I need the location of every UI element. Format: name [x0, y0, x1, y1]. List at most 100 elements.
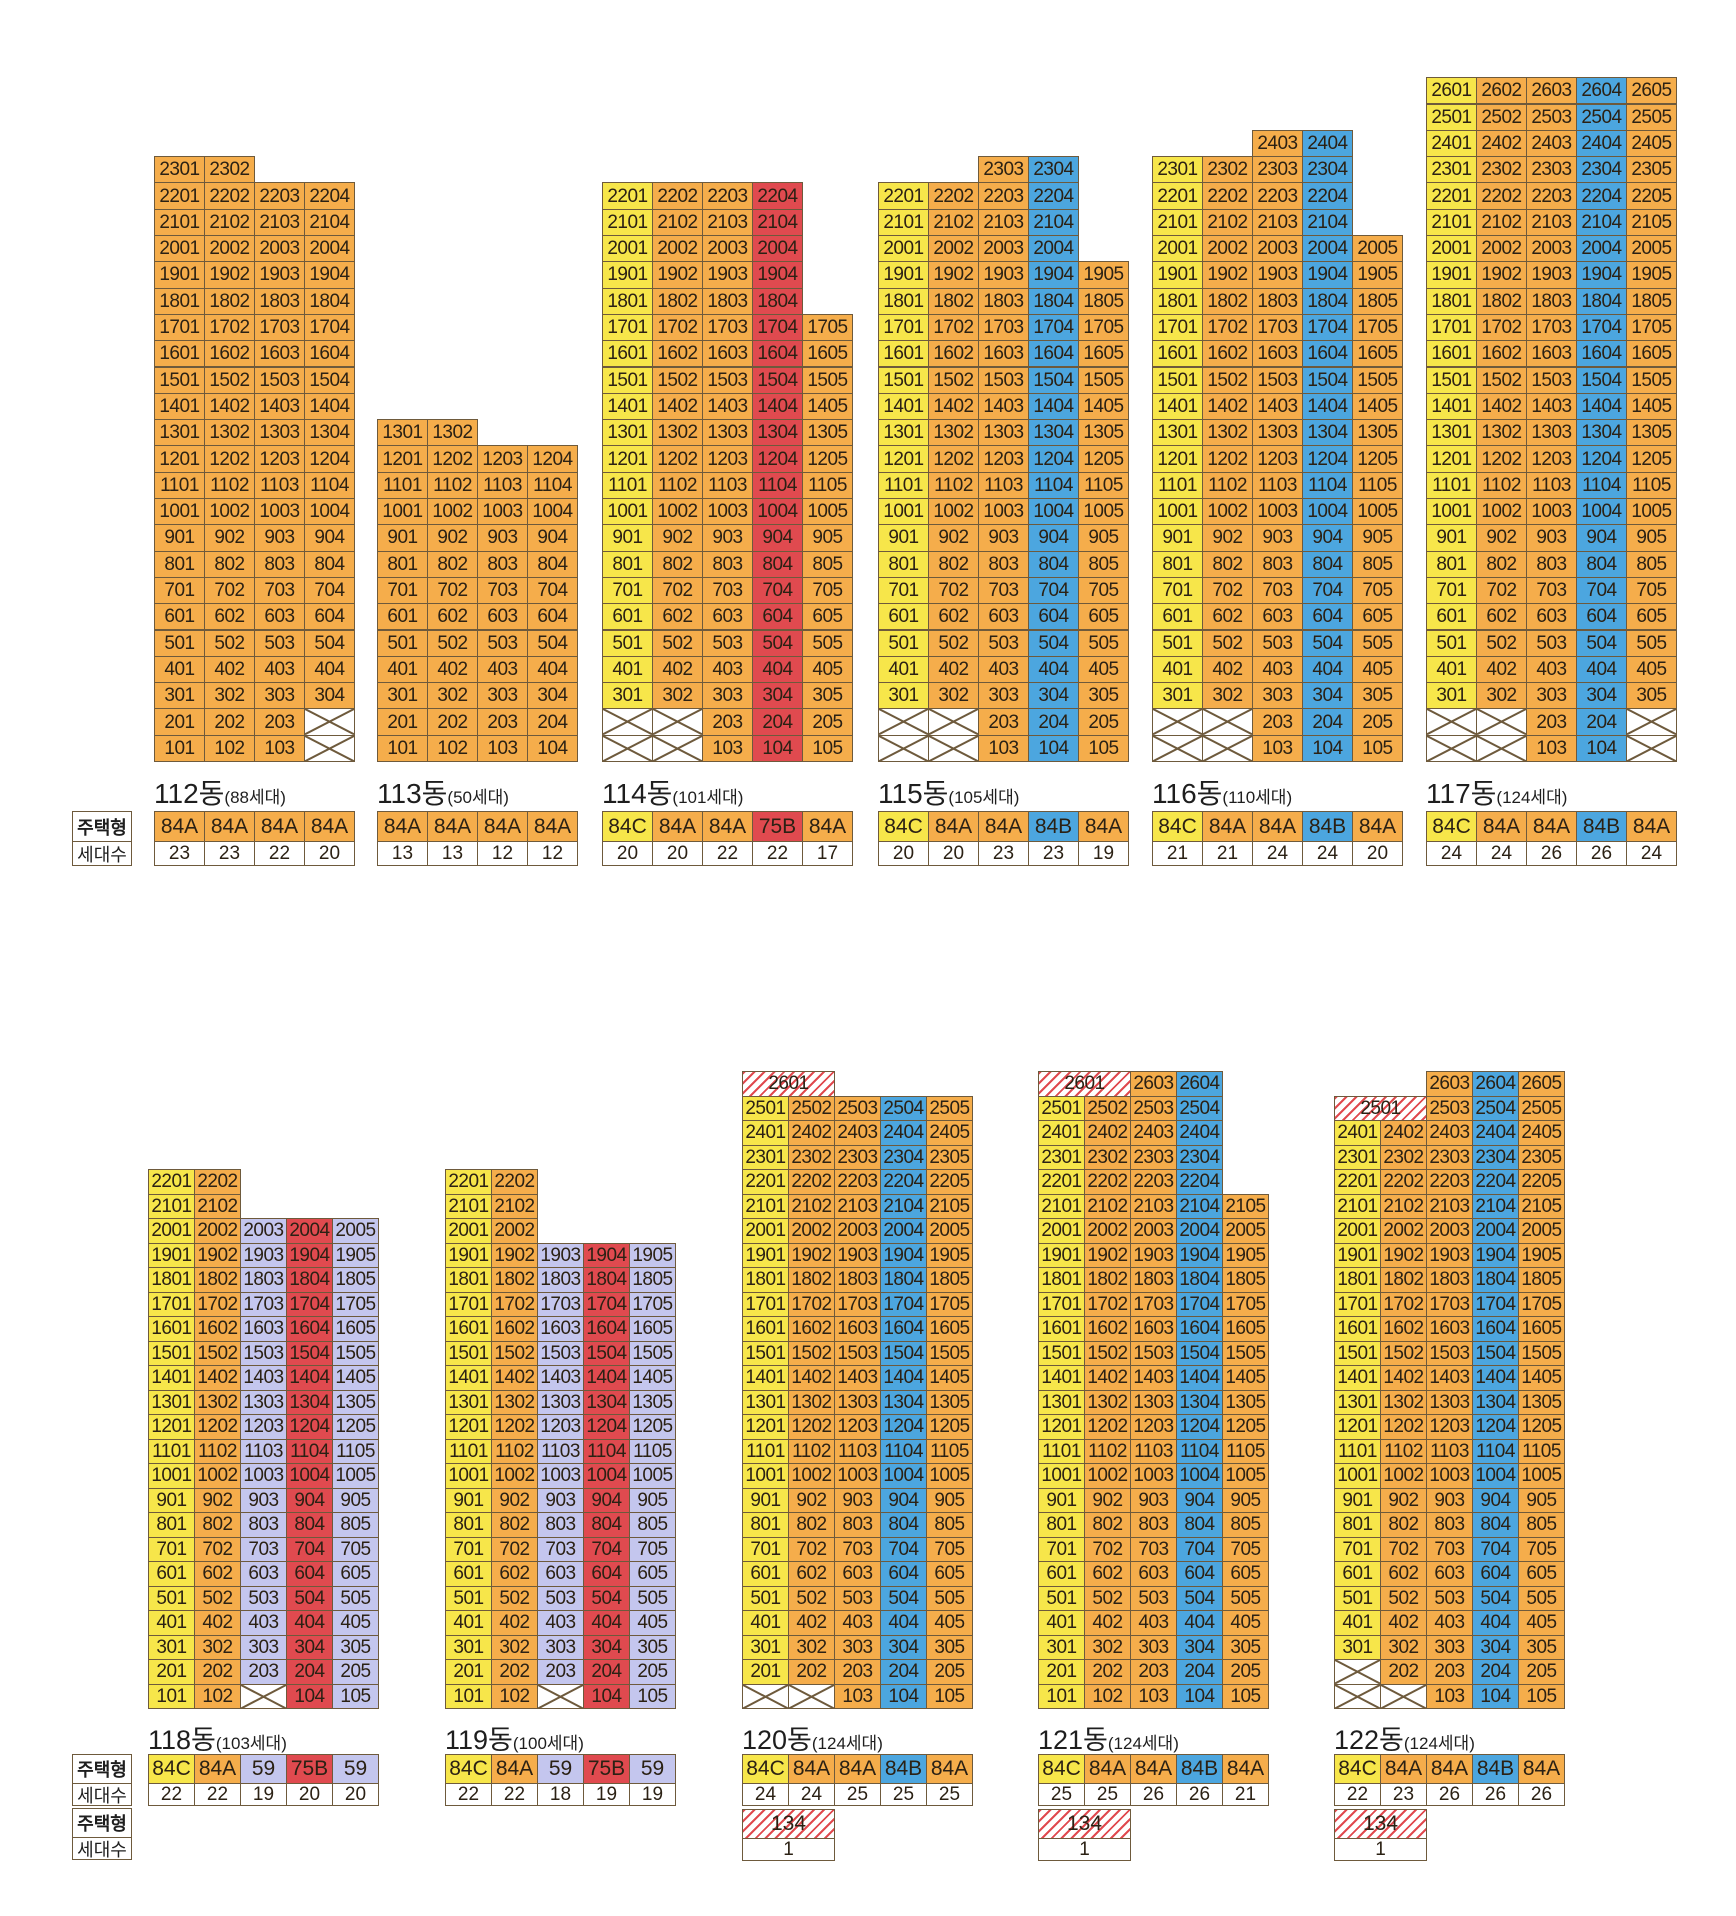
unit-cell: 303: [702, 682, 753, 710]
unit-cell: 2501: [1038, 1095, 1085, 1121]
unit-cell: 2305: [926, 1144, 973, 1170]
crossed-out-icon: [789, 1685, 834, 1709]
unit-cell: 601: [445, 1561, 492, 1587]
unit-cell: 1302: [194, 1389, 241, 1415]
unit-cell: 603: [1252, 603, 1303, 631]
unit-cell: 1804: [304, 287, 355, 315]
unit-cell: 1604: [1028, 340, 1079, 368]
unit-cell: 1901: [445, 1242, 492, 1268]
unit-type-cell: 84C: [742, 1754, 789, 1784]
unit-cell: 205: [802, 708, 853, 736]
unit-cell: 702: [928, 576, 979, 605]
unit-cell: 1704: [286, 1291, 333, 1317]
unit-cell: 405: [332, 1610, 379, 1636]
unit-cell: 1902: [491, 1242, 538, 1268]
crossed-out-icon: [1335, 1660, 1380, 1684]
unit-cell: 2102: [788, 1193, 835, 1219]
unit-cell: 1601: [1334, 1316, 1381, 1342]
unit-cell: 701: [742, 1536, 789, 1562]
unit-cell: 103: [978, 734, 1029, 762]
unit-cell: 1103: [702, 471, 753, 499]
unit-cell: 104: [286, 1683, 333, 1709]
unit-type-cell: 75B: [752, 811, 803, 842]
unit-cell: 1201: [1334, 1414, 1381, 1440]
unit-cell: 705: [1078, 576, 1129, 605]
unit-cell: 702: [427, 576, 478, 605]
unit-cell: 601: [148, 1561, 195, 1587]
unit-cell: 805: [332, 1512, 379, 1538]
unit-cell: 1503: [702, 366, 753, 394]
unit-cell: 1302: [1380, 1389, 1427, 1415]
household-count-cell: 20: [652, 841, 703, 866]
unit-cell: 402: [1202, 655, 1253, 684]
unit-cell: 203: [1426, 1659, 1473, 1685]
unit-cell: 1604: [752, 340, 803, 368]
unit-cell: 203: [537, 1659, 584, 1685]
unit-cell: 301: [1426, 682, 1477, 710]
unit-cell: 704: [1028, 576, 1079, 605]
unit-cell: 805: [1626, 550, 1677, 578]
unit-cell: 105: [1518, 1683, 1565, 1709]
building-label: 119동(100세대): [445, 1718, 584, 1757]
unit-cell: 1402: [652, 392, 703, 421]
unit-cell: 1705: [1222, 1291, 1269, 1317]
unit-cell: 303: [1252, 682, 1303, 710]
unit-cell: 504: [1576, 629, 1627, 657]
unit-cell: 1501: [1334, 1340, 1381, 1366]
crossed-out-icon: [1477, 709, 1526, 734]
unit-cell: 1804: [1576, 287, 1627, 315]
unit-cell: 1804: [583, 1267, 630, 1293]
unit-cell: 1403: [1130, 1365, 1177, 1391]
unit-cell: 2104: [1176, 1193, 1223, 1219]
unit-cell: 2304: [880, 1144, 927, 1170]
unit-cell: 1001: [742, 1463, 789, 1489]
no-unit-cell: [1202, 708, 1253, 736]
unit-cell: 1503: [1526, 366, 1577, 394]
household-count-cell: 20: [286, 1783, 333, 1806]
unit-cell: 1802: [194, 1267, 241, 1293]
unit-cell: 2204: [304, 182, 355, 210]
unit-cell: 203: [978, 708, 1029, 736]
unit-cell: 902: [928, 524, 979, 552]
unit-cell: 1304: [880, 1389, 927, 1415]
building-label: 115동(105세대): [878, 772, 1019, 812]
unit-cell: 2504: [1576, 103, 1627, 131]
unit-cell: 2001: [878, 235, 929, 263]
no-unit-cell: [304, 708, 355, 736]
unit-cell: 2202: [1202, 182, 1253, 210]
penthouse-count-cell: 1: [742, 1838, 835, 1861]
unit-cell: 1205: [1352, 445, 1403, 473]
unit-cell: 1104: [1576, 471, 1627, 499]
unit-cell: 205: [1078, 708, 1129, 736]
unit-cell: 1104: [1176, 1438, 1223, 1464]
unit-type-cell: 84C: [1038, 1754, 1085, 1784]
unit-cell: 1005: [1222, 1463, 1269, 1489]
unit-cell: 2203: [1130, 1169, 1177, 1195]
unit-cell: 2201: [154, 182, 205, 210]
unit-cell: 2301: [1334, 1144, 1381, 1170]
unit-cell: 1003: [1526, 498, 1577, 526]
unit-cell: 2302: [788, 1144, 835, 1170]
unit-cell: 404: [1176, 1610, 1223, 1636]
unit-cell: 1901: [154, 261, 205, 289]
penthouse-unit-cell: 2601: [1038, 1071, 1131, 1097]
household-count-cell: 20: [928, 841, 979, 866]
unit-cell: 1705: [629, 1291, 676, 1317]
no-unit-cell: [602, 734, 653, 762]
unit-cell: 104: [1576, 734, 1627, 762]
unit-cell: 1102: [652, 471, 703, 499]
unit-cell: 801: [377, 550, 428, 578]
unit-type-cell: 84A: [377, 811, 428, 842]
unit-cell: 1503: [1130, 1340, 1177, 1366]
unit-cell: 1205: [629, 1414, 676, 1440]
unit-cell: 1801: [148, 1267, 195, 1293]
unit-cell: 102: [1084, 1683, 1131, 1709]
unit-cell: 2504: [1176, 1095, 1223, 1121]
unit-cell: 1705: [332, 1291, 379, 1317]
unit-cell: 304: [304, 682, 355, 710]
unit-cell: 302: [788, 1634, 835, 1660]
unit-cell: 1203: [1526, 445, 1577, 473]
unit-type-cell: 59: [240, 1754, 287, 1784]
household-count-cell: 22: [194, 1783, 241, 1806]
unit-cell: 1202: [491, 1414, 538, 1440]
